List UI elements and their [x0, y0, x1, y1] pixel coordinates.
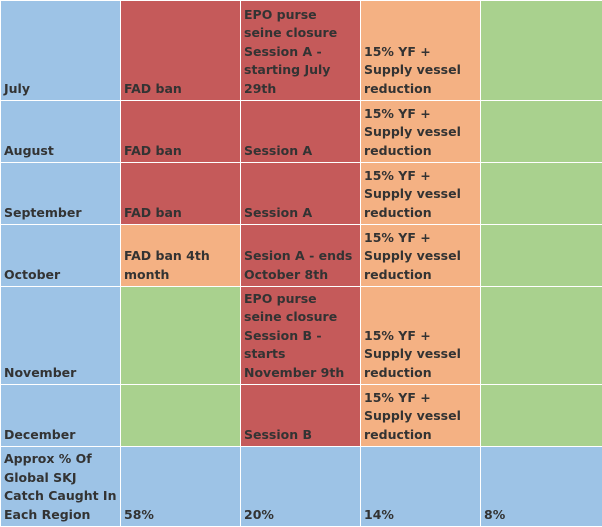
- table-row: September FAD ban Session A 15% YF + Sup…: [1, 163, 602, 225]
- footer-value-cell: 20%: [241, 447, 361, 527]
- epo-cell: EPO purse seine closure Session A - star…: [241, 1, 361, 101]
- fad-cell: [121, 385, 241, 447]
- month-cell: October: [1, 225, 121, 287]
- epo-cell: Session A: [241, 163, 361, 225]
- open-cell: [481, 225, 602, 287]
- month-cell: August: [1, 101, 121, 163]
- footer-value-cell: 8%: [481, 447, 602, 527]
- table-row: October FAD ban 4th month Sesion A - end…: [1, 225, 602, 287]
- month-cell: July: [1, 1, 121, 101]
- measure-cell: 15% YF + Supply vessel reduction: [361, 225, 481, 287]
- footer-value-cell: 58%: [121, 447, 241, 527]
- measure-cell: 15% YF + Supply vessel reduction: [361, 1, 481, 101]
- measure-cell: 15% YF + Supply vessel reduction: [361, 385, 481, 447]
- table-row: July FAD ban EPO purse seine closure Ses…: [1, 1, 602, 101]
- measure-cell: 15% YF + Supply vessel reduction: [361, 163, 481, 225]
- fad-cell: [121, 287, 241, 385]
- fad-cell: FAD ban 4th month: [121, 225, 241, 287]
- fad-cell: FAD ban: [121, 163, 241, 225]
- open-cell: [481, 385, 602, 447]
- fad-cell: FAD ban: [121, 1, 241, 101]
- month-cell: December: [1, 385, 121, 447]
- footer-label-cell: Approx % Of Global SKJ Catch Caught In E…: [1, 447, 121, 527]
- open-cell: [481, 287, 602, 385]
- month-cell: September: [1, 163, 121, 225]
- footer-row: Approx % Of Global SKJ Catch Caught In E…: [1, 447, 602, 527]
- epo-cell: Session A: [241, 101, 361, 163]
- table-row: August FAD ban Session A 15% YF + Supply…: [1, 101, 602, 163]
- table-row: November EPO purse seine closure Session…: [1, 287, 602, 385]
- footer-value-cell: 14%: [361, 447, 481, 527]
- open-cell: [481, 163, 602, 225]
- month-cell: November: [1, 287, 121, 385]
- measure-cell: 15% YF + Supply vessel reduction: [361, 101, 481, 163]
- epo-cell: Sesion A - ends October 8th: [241, 225, 361, 287]
- open-cell: [481, 1, 602, 101]
- measure-cell: 15% YF + Supply vessel reduction: [361, 287, 481, 385]
- table-row: December Session B 15% YF + Supply vesse…: [1, 385, 602, 447]
- open-cell: [481, 101, 602, 163]
- epo-cell: Session B: [241, 385, 361, 447]
- epo-cell: EPO purse seine closure Session B - star…: [241, 287, 361, 385]
- fad-cell: FAD ban: [121, 101, 241, 163]
